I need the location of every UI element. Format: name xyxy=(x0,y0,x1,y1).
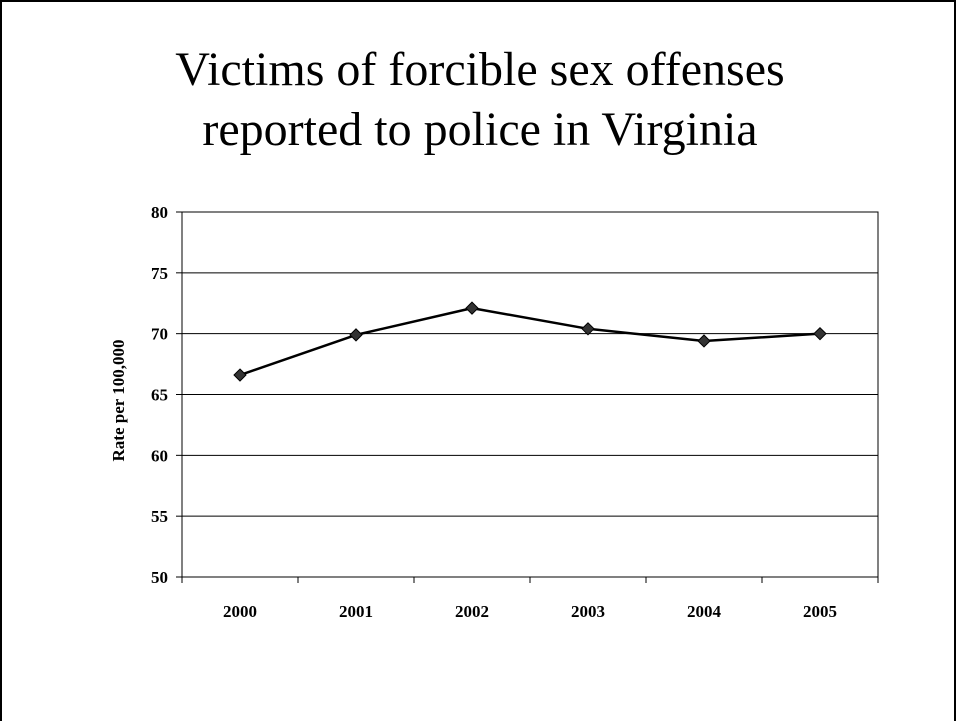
axes xyxy=(176,211,879,583)
y-axis-title: Rate per 100,000 xyxy=(109,340,128,462)
x-tick-label: 2002 xyxy=(455,602,489,621)
data-point-marker xyxy=(465,301,479,315)
x-tick-label: 2005 xyxy=(803,602,837,621)
x-tick-label: 2000 xyxy=(223,602,257,621)
tick-labels: 50 55 60 65 70 75 80 2000 2001 2002 2003 2004 2005 xyxy=(151,203,837,621)
x-tick-label: 2001 xyxy=(339,602,373,621)
x-tick-label: 2003 xyxy=(571,602,605,621)
data-point-marker xyxy=(581,322,595,336)
y-tick-label: 70 xyxy=(151,325,168,344)
series-line xyxy=(239,306,821,377)
data-point-marker xyxy=(349,328,363,342)
slide-title-line-1: Victims of forcible sex offenses xyxy=(175,43,785,96)
data-point-marker xyxy=(813,326,827,341)
grid-lines xyxy=(182,272,878,517)
data-point-marker xyxy=(697,334,711,348)
slide-title: Victims of forcible sex offenses reporte… xyxy=(2,40,956,160)
y-tick-label: 55 xyxy=(151,507,168,526)
slide-title-line-2: reported to police in Virginia xyxy=(202,103,758,156)
data-point-marker xyxy=(233,368,247,382)
y-tick-label: 50 xyxy=(151,568,168,587)
y-tick-label: 65 xyxy=(151,386,168,405)
x-tick-label: 2004 xyxy=(687,602,722,621)
y-tick-label: 80 xyxy=(151,203,168,222)
y-tick-label: 75 xyxy=(151,264,168,283)
series xyxy=(233,301,827,382)
y-tick-label: 60 xyxy=(151,446,168,465)
